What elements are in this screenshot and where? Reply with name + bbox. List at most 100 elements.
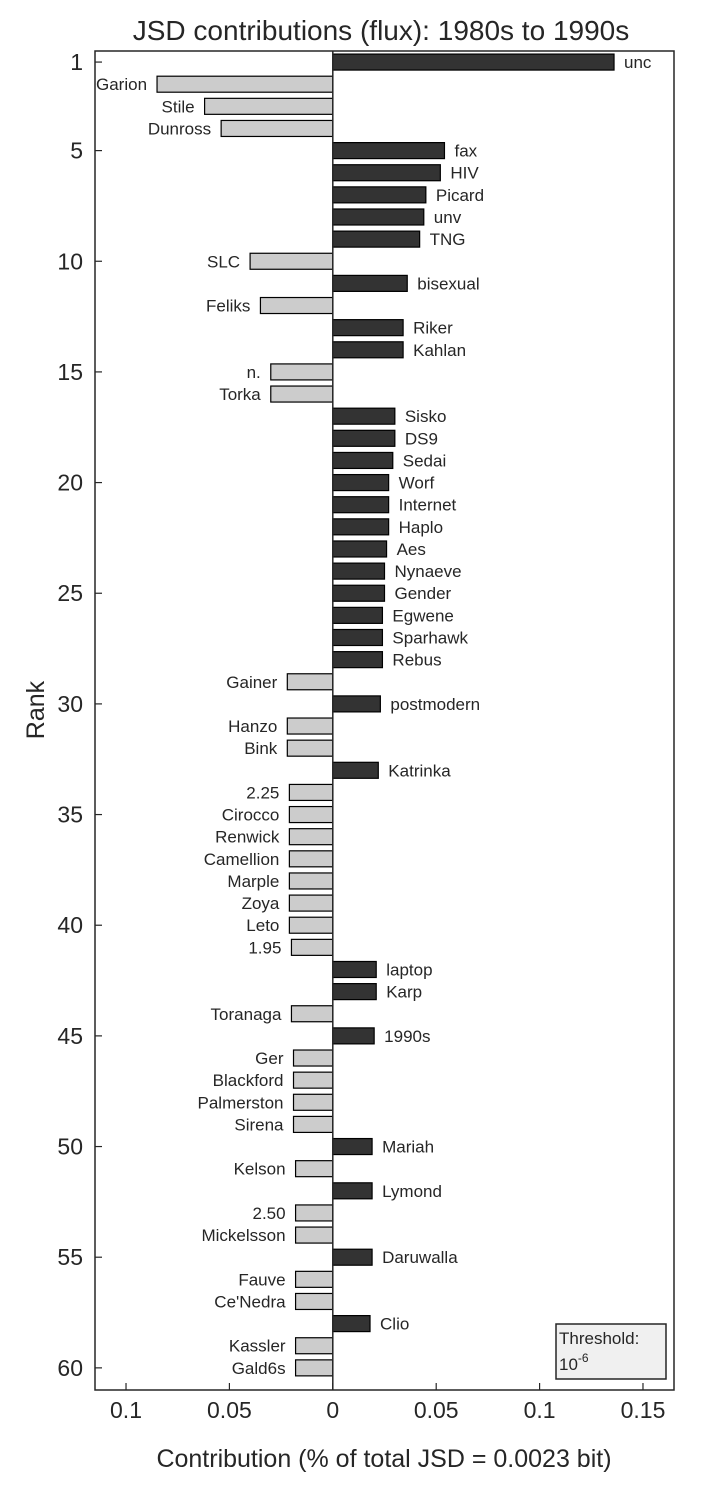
bar-label-5: fax: [454, 142, 477, 161]
chart-title: JSD contributions (flux): 1980s to 1990s: [133, 15, 629, 46]
bar-51: [294, 1160, 334, 1178]
x-tick-label-3: 0: [326, 1397, 339, 1423]
x-tick-label-5: 0.1: [524, 1397, 556, 1423]
bar-11: [332, 274, 408, 292]
bar-label-20: Worf: [399, 474, 435, 493]
bar-42: [332, 960, 377, 979]
threshold-base: 10: [559, 1355, 578, 1374]
bar-2: [156, 75, 334, 93]
bars-layer: unc Garion Stile Dunross fax HIV Picard unv TNG S…: [96, 53, 652, 1378]
bar-54: [294, 1226, 334, 1244]
bar-22: [332, 518, 390, 536]
bar-26: [332, 606, 384, 624]
bar-label-25: Gender: [395, 584, 452, 603]
bar-13: [332, 319, 404, 337]
bar-19: [332, 451, 394, 470]
bar-label-47: Blackford: [213, 1071, 284, 1090]
bar-label-51: Kelson: [234, 1160, 286, 1179]
x-tick-label-4: 0.05: [414, 1397, 459, 1423]
bar-16: [270, 385, 334, 403]
bar-label-41: 1.95: [248, 938, 281, 957]
bar-60: [294, 1359, 334, 1377]
bar-12: [259, 296, 334, 315]
bar-1: [332, 53, 615, 71]
bar-label-22: Haplo: [399, 518, 443, 537]
bar-10: [249, 252, 334, 270]
y-tick-label-1: 1: [70, 49, 83, 75]
bar-label-60: Gald6s: [232, 1359, 286, 1378]
bar-label-29: Gainer: [226, 673, 277, 692]
bar-label-24: Nynaeve: [395, 562, 462, 581]
bar-59: [294, 1337, 334, 1355]
bar-label-14: Kahlan: [413, 341, 466, 360]
bar-label-58: Clio: [380, 1315, 409, 1334]
y-axis-label: Rank: [22, 680, 50, 739]
bar-label-15: n.: [247, 363, 261, 382]
bar-50: [332, 1137, 373, 1156]
bar-label-30: postmodern: [390, 695, 480, 714]
bar-label-57: Ce'Nedra: [214, 1292, 286, 1311]
bar-17: [332, 407, 396, 425]
threshold-value: 10-6: [559, 1351, 589, 1374]
bar-30: [332, 695, 381, 713]
bar-33: [332, 761, 379, 779]
bar-label-18: DS9: [405, 429, 438, 448]
bar-label-35: Cirocco: [222, 806, 280, 825]
bar-label-46: Ger: [255, 1049, 284, 1068]
bar-label-11: bisexual: [417, 274, 479, 293]
bar-39: [288, 894, 334, 912]
y-tick-label-3: 10: [57, 248, 83, 274]
bar-35: [288, 805, 334, 824]
y-tick-label-13: 60: [57, 1355, 83, 1381]
bar-38: [288, 872, 334, 890]
bar-label-16: Torka: [219, 385, 261, 404]
bar-label-33: Katrinka: [388, 761, 451, 780]
bar-29: [286, 673, 334, 691]
bar-label-3: Stile: [162, 97, 195, 116]
bar-label-55: Daruwalla: [382, 1248, 458, 1267]
bar-label-1: unc: [624, 53, 652, 72]
y-tick-label-7: 30: [57, 691, 83, 717]
bar-label-2: Garion: [96, 75, 147, 94]
bar-43: [332, 983, 377, 1001]
bar-27: [332, 628, 384, 647]
bar-45: [332, 1027, 375, 1045]
x-axis-label: Contribution (% of total JSD = 0.0023 bi…: [156, 1445, 611, 1473]
bar-14: [332, 341, 404, 359]
bar-label-32: Bink: [244, 739, 278, 758]
bar-label-13: Riker: [413, 319, 453, 338]
bar-label-43: Karp: [386, 983, 422, 1002]
y-tick-label-5: 20: [57, 470, 83, 496]
bar-58: [332, 1314, 371, 1333]
bar-label-52: Lymond: [382, 1182, 442, 1201]
bar-label-45: 1990s: [384, 1027, 430, 1046]
x-tick-label-2: 0.05: [207, 1397, 252, 1423]
bar-28: [332, 651, 384, 669]
bar-47: [292, 1071, 334, 1089]
bar-label-28: Rebus: [392, 651, 441, 670]
bar-57: [294, 1292, 334, 1311]
bar-label-37: Camellion: [204, 850, 280, 869]
bar-44: [290, 1005, 334, 1023]
bar-label-19: Sedai: [403, 451, 446, 470]
bar-25: [332, 584, 386, 602]
bar-label-50: Mariah: [382, 1138, 434, 1157]
x-tick-label-6: 0.15: [621, 1397, 666, 1423]
y-tick-label-4: 15: [57, 359, 83, 385]
y-tick-label-8: 35: [57, 802, 83, 828]
bar-label-6: HIV: [450, 164, 479, 183]
bar-label-31: Hanzo: [228, 717, 277, 736]
bar-label-10: SLC: [207, 252, 240, 271]
y-tick-label-11: 50: [57, 1134, 83, 1160]
bar-label-8: unv: [434, 208, 462, 227]
x-axis: 0.1 0.05 0 0.05 0.1 0.15: [110, 1383, 665, 1423]
bar-15: [270, 363, 334, 381]
bar-label-9: TNG: [430, 230, 466, 249]
bar-label-36: Renwick: [215, 828, 280, 847]
bar-36: [288, 828, 334, 846]
bar-label-38: Marple: [227, 872, 279, 891]
bar-37: [288, 850, 334, 868]
x-tick-label-1: 0.1: [110, 1397, 142, 1423]
bar-4: [220, 119, 334, 138]
